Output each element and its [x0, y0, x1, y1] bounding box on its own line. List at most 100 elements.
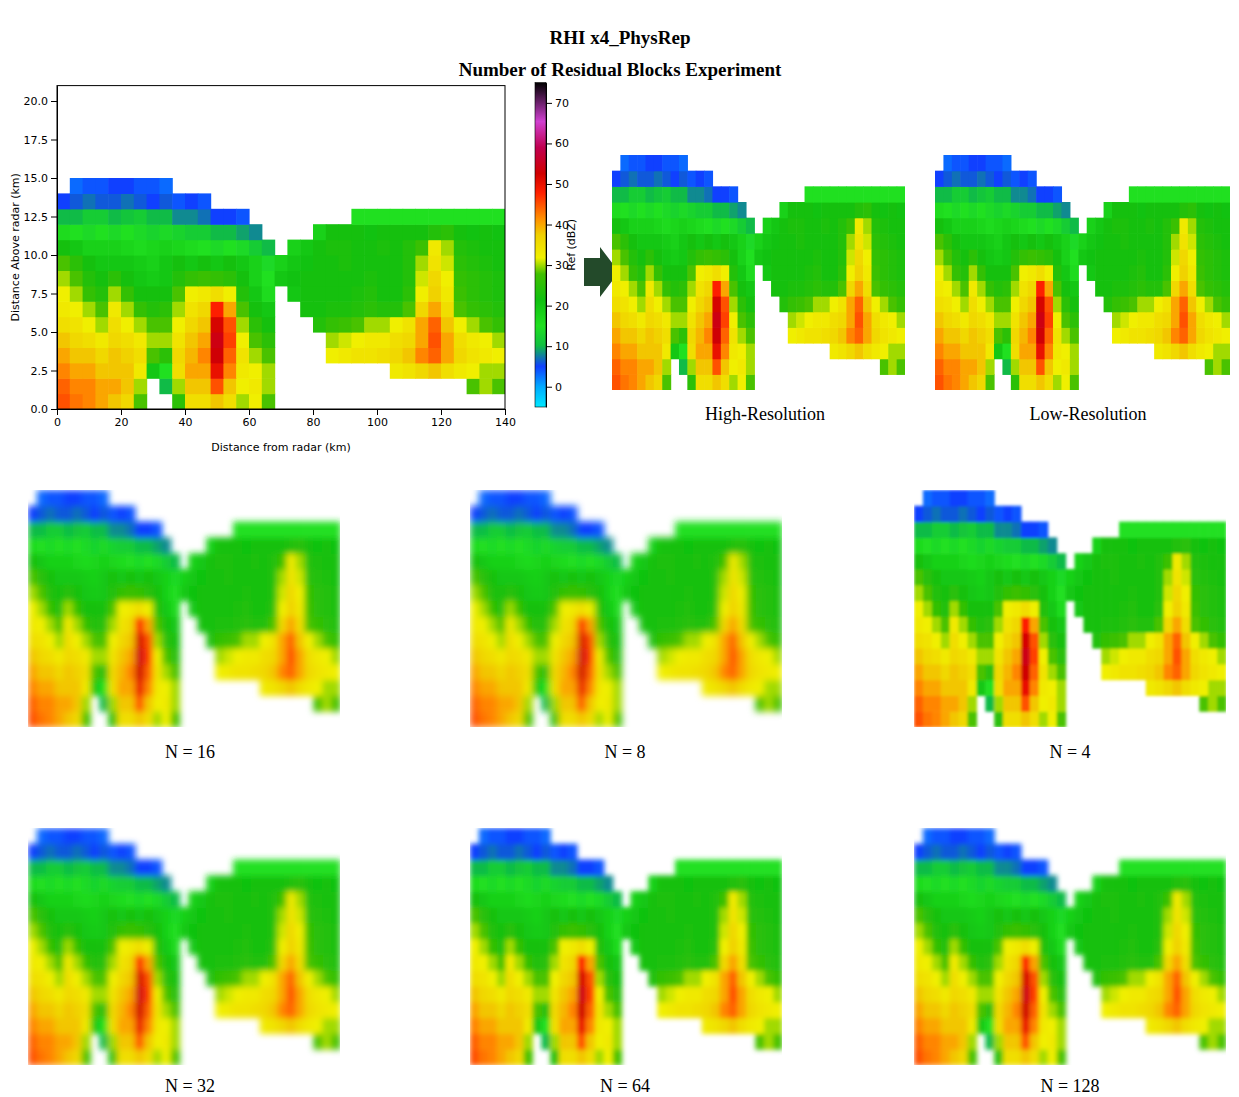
cell: [479, 240, 492, 256]
cell: [64, 601, 74, 617]
cell: [242, 569, 252, 585]
cell: [721, 202, 730, 218]
cell: [479, 317, 492, 333]
cell: [1137, 280, 1146, 296]
cell: [135, 553, 145, 569]
cell: [943, 374, 952, 390]
cell: [620, 265, 629, 281]
cell: [1028, 359, 1037, 375]
cell: [198, 347, 211, 363]
cell: [1129, 296, 1138, 312]
cell: [90, 506, 100, 522]
cell: [729, 186, 738, 202]
cell: [171, 632, 181, 648]
cell: [863, 296, 872, 312]
cell: [55, 506, 65, 522]
tick-mark: [51, 101, 57, 102]
cell: [108, 601, 118, 617]
cell: [821, 265, 830, 281]
cell: [612, 186, 621, 202]
cell: [821, 233, 830, 249]
cell: [57, 193, 70, 209]
cell: [441, 347, 454, 363]
cell: [278, 569, 288, 585]
cell: [523, 601, 533, 617]
cell: [935, 265, 944, 281]
cell: [81, 711, 91, 727]
cell: [943, 327, 952, 343]
cell: [497, 601, 507, 617]
cell: [428, 255, 441, 271]
cell: [313, 680, 323, 696]
cell: [935, 296, 944, 312]
cell: [479, 585, 489, 601]
cell: [126, 680, 136, 696]
cell: [595, 664, 605, 680]
cell: [1053, 312, 1062, 328]
cell: [952, 359, 961, 375]
cell: [1002, 186, 1011, 202]
cell: [977, 296, 986, 312]
cell: [746, 343, 755, 359]
cell: [704, 343, 713, 359]
cell: [738, 359, 747, 375]
cell: [1154, 312, 1163, 328]
cell: [326, 317, 339, 333]
cell: [838, 186, 847, 202]
cell: [403, 317, 416, 333]
cell: [249, 347, 262, 363]
cell: [223, 332, 236, 348]
cell: [830, 202, 839, 218]
cell: [1179, 343, 1188, 359]
cell: [403, 347, 416, 363]
cell: [1002, 265, 1011, 281]
cell: [1087, 249, 1096, 265]
cell: [595, 695, 605, 711]
cell: [428, 347, 441, 363]
cell: [662, 233, 671, 249]
cell: [260, 553, 270, 569]
cell: [415, 255, 428, 271]
tick: 10.0: [24, 249, 58, 262]
cell: [952, 249, 961, 265]
cell: [645, 296, 654, 312]
cell: [70, 209, 83, 225]
cell: [171, 680, 181, 696]
cell: [977, 186, 986, 202]
cell: [488, 695, 498, 711]
panel-label: Low-Resolution: [1030, 404, 1147, 424]
cell: [805, 218, 814, 234]
cell: [492, 255, 505, 271]
cell: [994, 249, 1003, 265]
cell: [95, 347, 108, 363]
cell: [637, 312, 646, 328]
cell: [977, 343, 986, 359]
cell: [322, 616, 332, 632]
cell: [952, 312, 961, 328]
cell: [645, 374, 654, 390]
cell: [1179, 296, 1188, 312]
cell: [211, 332, 224, 348]
cell: [1061, 343, 1070, 359]
cell: [153, 569, 163, 585]
cell: [613, 664, 623, 680]
cell: [654, 280, 663, 296]
cell: [249, 301, 262, 317]
cell: [57, 286, 70, 302]
cell: [126, 585, 136, 601]
cell: [671, 171, 680, 187]
cell: [171, 648, 181, 664]
cell: [215, 569, 225, 585]
cell: [211, 378, 224, 394]
cell: [57, 378, 70, 394]
cell: [1045, 265, 1054, 281]
cell: [95, 240, 108, 256]
cell: [604, 648, 614, 664]
cell: [64, 711, 74, 727]
cell: [126, 695, 136, 711]
cell: [1036, 296, 1045, 312]
cell: [754, 233, 763, 249]
cell: [559, 695, 569, 711]
cell: [206, 601, 216, 617]
cell: [351, 317, 364, 333]
